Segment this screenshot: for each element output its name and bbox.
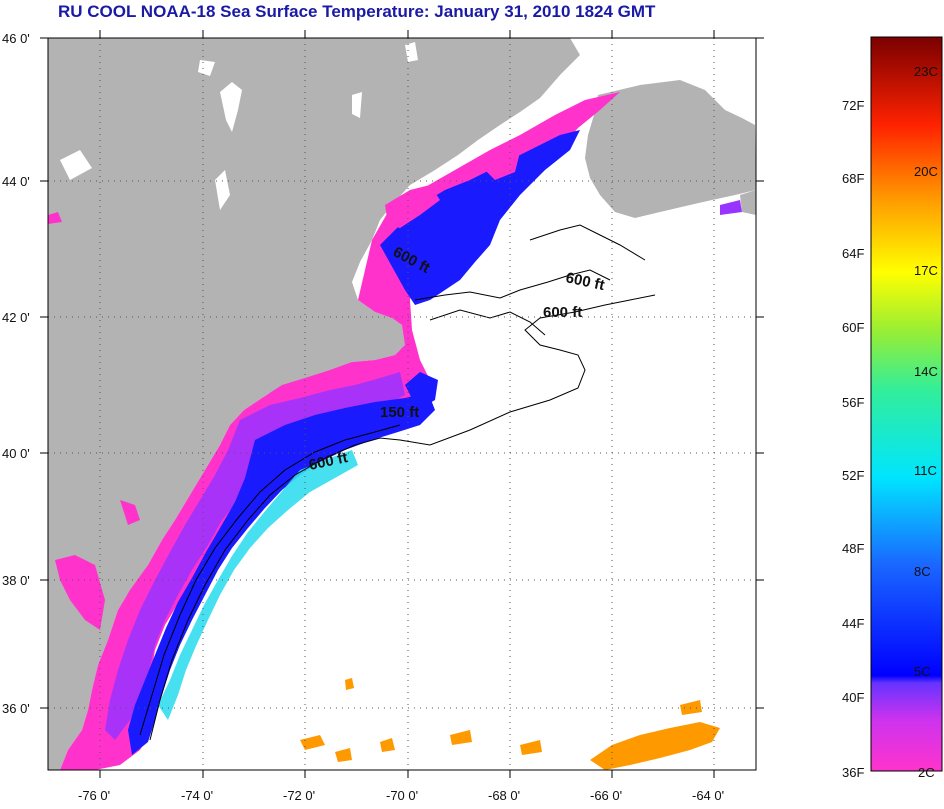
colorbar-f-label: 60F <box>842 320 864 335</box>
lon-label: -72 0' <box>283 788 315 803</box>
colorbar-f-label: 64F <box>842 246 864 261</box>
colorbar-f-label: 36F <box>842 765 864 780</box>
latitude-labels: 46 0' 44 0' 42 0' 40 0' 38 0' 36 0' <box>2 31 30 716</box>
lat-label: 38 0' <box>2 573 30 588</box>
colorbar-c-labels: 23C 20C 17C 14C 11C 8C 5C 2C <box>914 64 938 780</box>
colorbar-f-label: 40F <box>842 690 864 705</box>
sst-map: 46 0' 44 0' 42 0' 40 0' 38 0' 36 0' -76 … <box>2 30 764 803</box>
colorbar-f-label: 72F <box>842 98 864 113</box>
bathymetry-contours <box>139 224 656 741</box>
colorbar-c-label: 23C <box>914 64 938 79</box>
colorbar-c-label: 17C <box>914 263 938 278</box>
colorbar-f-label: 52F <box>842 468 864 483</box>
lat-label: 42 0' <box>2 310 30 325</box>
colorbar-f-label: 44F <box>842 616 864 631</box>
colorbar-c-label: 5C <box>914 664 931 679</box>
lon-label: -76 0' <box>78 788 110 803</box>
lon-label: -66 0' <box>590 788 622 803</box>
lon-label: -64 0' <box>692 788 724 803</box>
lon-label: -74 0' <box>181 788 213 803</box>
colorbar-c-label: 20C <box>914 164 938 179</box>
lat-label: 46 0' <box>2 31 30 46</box>
colorbar-f-labels: 72F 68F 64F 60F 56F 52F 48F 44F 40F 36F <box>842 98 864 780</box>
colorbar-c-label: 11C <box>914 463 937 478</box>
colorbar-f-label: 56F <box>842 395 864 410</box>
sst-cold-shelf-band <box>48 92 742 770</box>
contour-label: 600 ft <box>543 304 582 321</box>
lat-label: 36 0' <box>2 701 30 716</box>
colorbar-c-label: 2C <box>918 765 935 780</box>
colorbar-f-label: 48F <box>842 541 864 556</box>
colorbar-c-label: 8C <box>914 564 931 579</box>
tick-marks <box>40 30 764 778</box>
graticule <box>48 38 756 770</box>
lat-label: 40 0' <box>2 446 30 461</box>
lakes <box>60 42 418 210</box>
lon-label: -70 0' <box>386 788 418 803</box>
lat-label: 44 0' <box>2 174 30 189</box>
contour-label: 150 ft <box>380 404 419 421</box>
longitude-labels: -76 0' -74 0' -72 0' -70 0' -68 0' -66 0… <box>78 788 724 803</box>
colorbar-c-label: 14C <box>914 364 938 379</box>
plot-frame <box>47 37 757 771</box>
lon-label: -68 0' <box>488 788 520 803</box>
sst-warm-patches <box>300 678 720 770</box>
colorbar-gradient <box>870 36 943 772</box>
map-title: RU COOL NOAA-18 Sea Surface Temperature:… <box>58 2 656 21</box>
colorbar-f-label: 68F <box>842 171 864 186</box>
